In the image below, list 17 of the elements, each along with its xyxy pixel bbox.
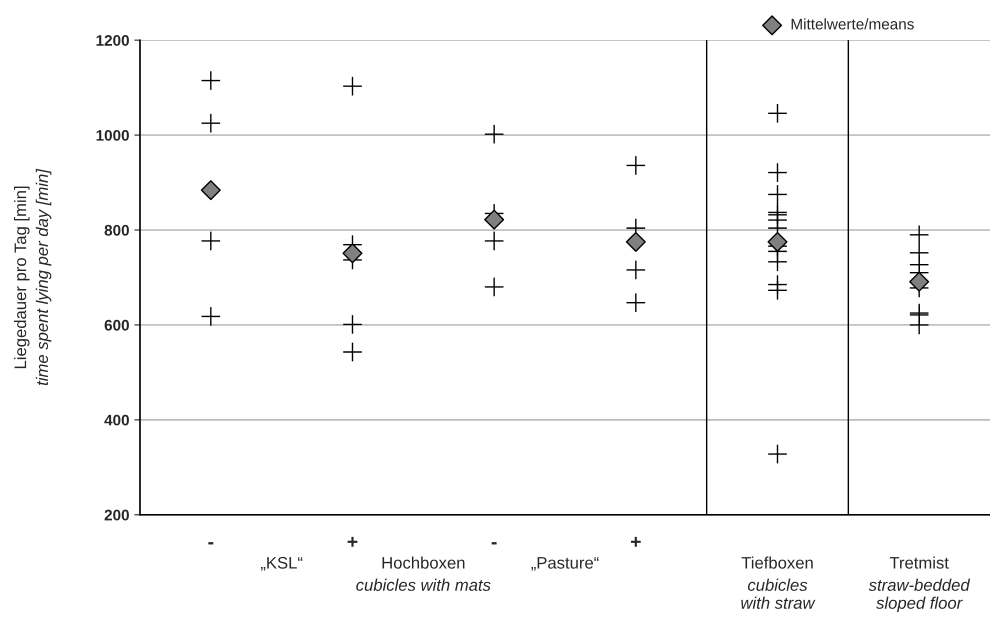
y-tick-label: 600 xyxy=(104,320,129,331)
text: Tiefboxen cubicles with straw xyxy=(741,556,816,609)
y-tick-label: 1200 xyxy=(96,35,129,46)
x-tick-label: - xyxy=(208,542,214,544)
text: Hochboxen cubicles with mats xyxy=(356,556,491,591)
y-tick-label: 1000 xyxy=(96,130,129,141)
y-tick-label: 400 xyxy=(104,414,129,426)
text: Tretmist straw-bedded sloped floor xyxy=(868,556,970,612)
text: „KSL“ xyxy=(260,556,302,571)
x-tick-label: + xyxy=(348,536,358,547)
y-axis-title: Liegedauer pro Tag [min] time spent lying per day [min] xyxy=(14,168,52,386)
x-tick-label: + xyxy=(630,536,641,547)
y-tick-label: 200 xyxy=(104,510,129,520)
y-tick-label: 800 xyxy=(104,224,129,236)
text: „Pasture“ xyxy=(531,557,599,571)
x-tick-label: - xyxy=(492,542,497,544)
legend-label: Mittelwerte/means xyxy=(792,18,914,30)
